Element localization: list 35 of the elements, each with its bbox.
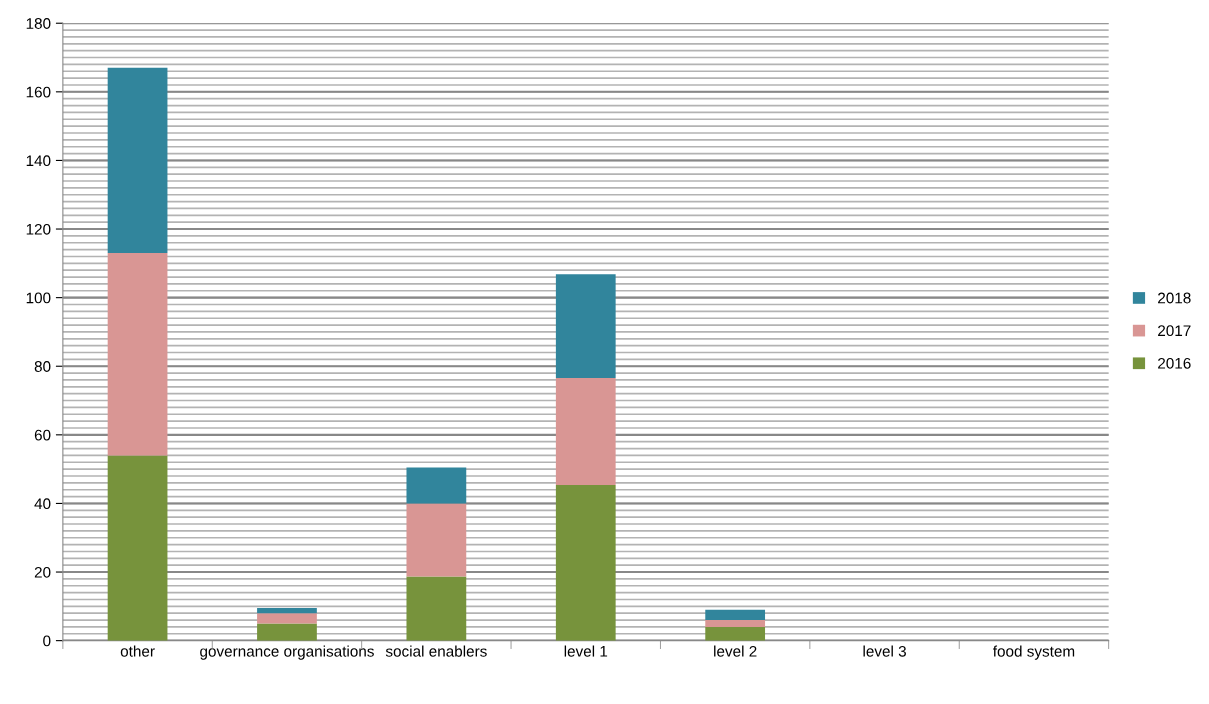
bar <box>257 623 317 641</box>
bar <box>107 253 168 456</box>
x-tick-label: level 3 <box>863 645 906 657</box>
bar <box>107 455 168 641</box>
y-tick-label: 100 <box>26 292 51 304</box>
x-tick-label: level 1 <box>564 645 608 657</box>
y-tick-label: 20 <box>34 566 51 578</box>
y-tick-label: 180 <box>26 18 51 29</box>
legend-label: 2016 <box>1158 357 1191 369</box>
y-tick-label: 40 <box>34 498 51 510</box>
y-tick-label: 0 <box>43 635 51 647</box>
legend-label: 2017 <box>1158 325 1191 337</box>
bar <box>107 67 168 254</box>
x-tick-label: food system <box>992 645 1075 660</box>
y-tick-label: 120 <box>26 223 51 235</box>
bar <box>406 467 467 504</box>
x-tick-label: social enablers <box>385 645 487 657</box>
y-tick-label: 160 <box>26 86 51 98</box>
bar <box>406 576 467 641</box>
x-tick-label: other <box>120 645 155 657</box>
bar <box>257 613 317 624</box>
bar <box>705 626 766 641</box>
legend-label: 2018 <box>1158 292 1191 304</box>
y-tick-label: 140 <box>26 155 51 167</box>
y-tick-label: 80 <box>34 361 51 372</box>
bar <box>406 503 467 577</box>
y-tick-label: 60 <box>34 429 51 441</box>
x-tick-label: level 2 <box>714 645 757 657</box>
bar <box>555 274 616 378</box>
bar <box>555 377 616 485</box>
bar <box>705 620 766 627</box>
bar <box>257 608 317 614</box>
bar <box>555 484 616 641</box>
x-tick-label: governance organisations <box>200 645 374 660</box>
bar <box>705 609 766 621</box>
